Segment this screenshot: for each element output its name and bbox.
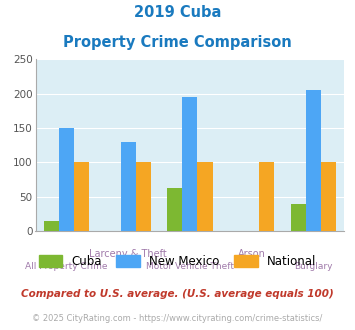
- Bar: [197, 162, 213, 231]
- Bar: [167, 188, 182, 231]
- Legend: Cuba, New Mexico, National: Cuba, New Mexico, National: [39, 255, 316, 268]
- Bar: [306, 90, 321, 231]
- Bar: [259, 162, 274, 231]
- Bar: [291, 204, 306, 231]
- Text: Compared to U.S. average. (U.S. average equals 100): Compared to U.S. average. (U.S. average …: [21, 289, 334, 299]
- Text: Motor Vehicle Theft: Motor Vehicle Theft: [146, 262, 234, 271]
- Bar: [74, 162, 89, 231]
- Bar: [121, 142, 136, 231]
- Text: All Property Crime: All Property Crime: [25, 262, 108, 271]
- Bar: [182, 97, 197, 231]
- Text: Arson: Arson: [238, 249, 266, 259]
- Text: © 2025 CityRating.com - https://www.cityrating.com/crime-statistics/: © 2025 CityRating.com - https://www.city…: [32, 314, 323, 323]
- Text: Burglary: Burglary: [294, 262, 333, 271]
- Bar: [321, 162, 336, 231]
- Bar: [44, 221, 59, 231]
- Bar: [136, 162, 151, 231]
- Text: Property Crime Comparison: Property Crime Comparison: [63, 35, 292, 50]
- Text: 2019 Cuba: 2019 Cuba: [134, 5, 221, 20]
- Bar: [59, 128, 74, 231]
- Text: Larceny & Theft: Larceny & Theft: [89, 249, 167, 259]
